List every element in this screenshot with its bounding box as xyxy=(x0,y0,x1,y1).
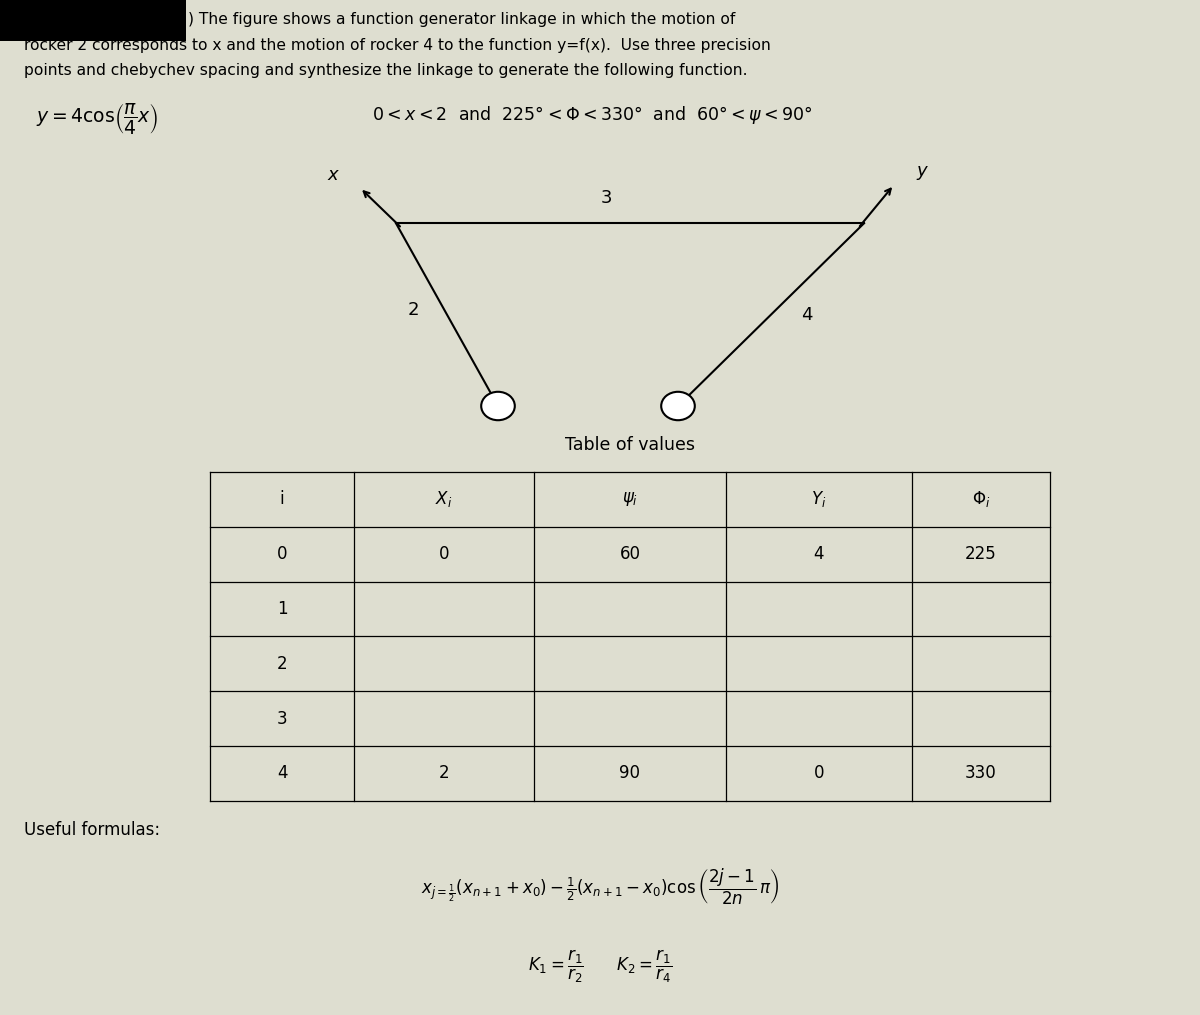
Text: 2: 2 xyxy=(277,655,287,673)
Text: $Y_i$: $Y_i$ xyxy=(811,489,827,510)
Text: $x_{j=\frac{1}{2}}(x_{n+1} + x_0) - \frac{1}{2}(x_{n+1} - x_0)\cos\left(\dfrac{2: $x_{j=\frac{1}{2}}(x_{n+1} + x_0) - \fra… xyxy=(421,867,779,907)
Text: i: i xyxy=(280,490,284,509)
Text: Table of values: Table of values xyxy=(565,435,695,454)
FancyBboxPatch shape xyxy=(0,0,186,41)
Text: points and chebychev spacing and synthesize the linkage to generate the followin: points and chebychev spacing and synthes… xyxy=(24,63,748,78)
Text: 4: 4 xyxy=(802,306,812,324)
Text: 3: 3 xyxy=(600,189,612,207)
Text: 4: 4 xyxy=(277,764,287,783)
Text: $0 < x < 2$  and  $225°<\Phi<330°$  and  $60°<\psi<90°$: $0 < x < 2$ and $225°<\Phi<330°$ and $60… xyxy=(372,104,812,126)
Text: y: y xyxy=(917,161,926,180)
Circle shape xyxy=(661,392,695,420)
Text: $K_1 = \dfrac{r_1}{r_2} \qquad K_2 = \dfrac{r_1}{r_4}$: $K_1 = \dfrac{r_1}{r_2} \qquad K_2 = \df… xyxy=(528,948,672,986)
Text: $\Phi_i$: $\Phi_i$ xyxy=(972,489,990,510)
Text: 330: 330 xyxy=(965,764,997,783)
Text: 60: 60 xyxy=(619,545,641,563)
Text: 1: 1 xyxy=(277,600,287,618)
Text: $\psi_i$: $\psi_i$ xyxy=(622,490,638,509)
Text: x: x xyxy=(328,165,337,184)
Text: $y = 4\cos\!\left(\dfrac{\pi}{4}x\right)$: $y = 4\cos\!\left(\dfrac{\pi}{4}x\right)… xyxy=(36,102,158,136)
Text: rocker 2 corresponds to x and the motion of rocker 4 to the function y=f(x).  Us: rocker 2 corresponds to x and the motion… xyxy=(24,38,770,53)
Text: Useful formulas:: Useful formulas: xyxy=(24,821,160,839)
Text: $X_i$: $X_i$ xyxy=(436,489,452,510)
Text: 225: 225 xyxy=(965,545,997,563)
Text: 2: 2 xyxy=(439,764,449,783)
Text: 0: 0 xyxy=(814,764,824,783)
Text: 3: 3 xyxy=(277,709,287,728)
Text: 2: 2 xyxy=(408,300,419,319)
Circle shape xyxy=(481,392,515,420)
Text: 90: 90 xyxy=(619,764,641,783)
Text: 0: 0 xyxy=(277,545,287,563)
Text: 0: 0 xyxy=(439,545,449,563)
Text: ) The figure shows a function generator linkage in which the motion of: ) The figure shows a function generator … xyxy=(188,12,736,27)
Text: 4: 4 xyxy=(814,545,824,563)
